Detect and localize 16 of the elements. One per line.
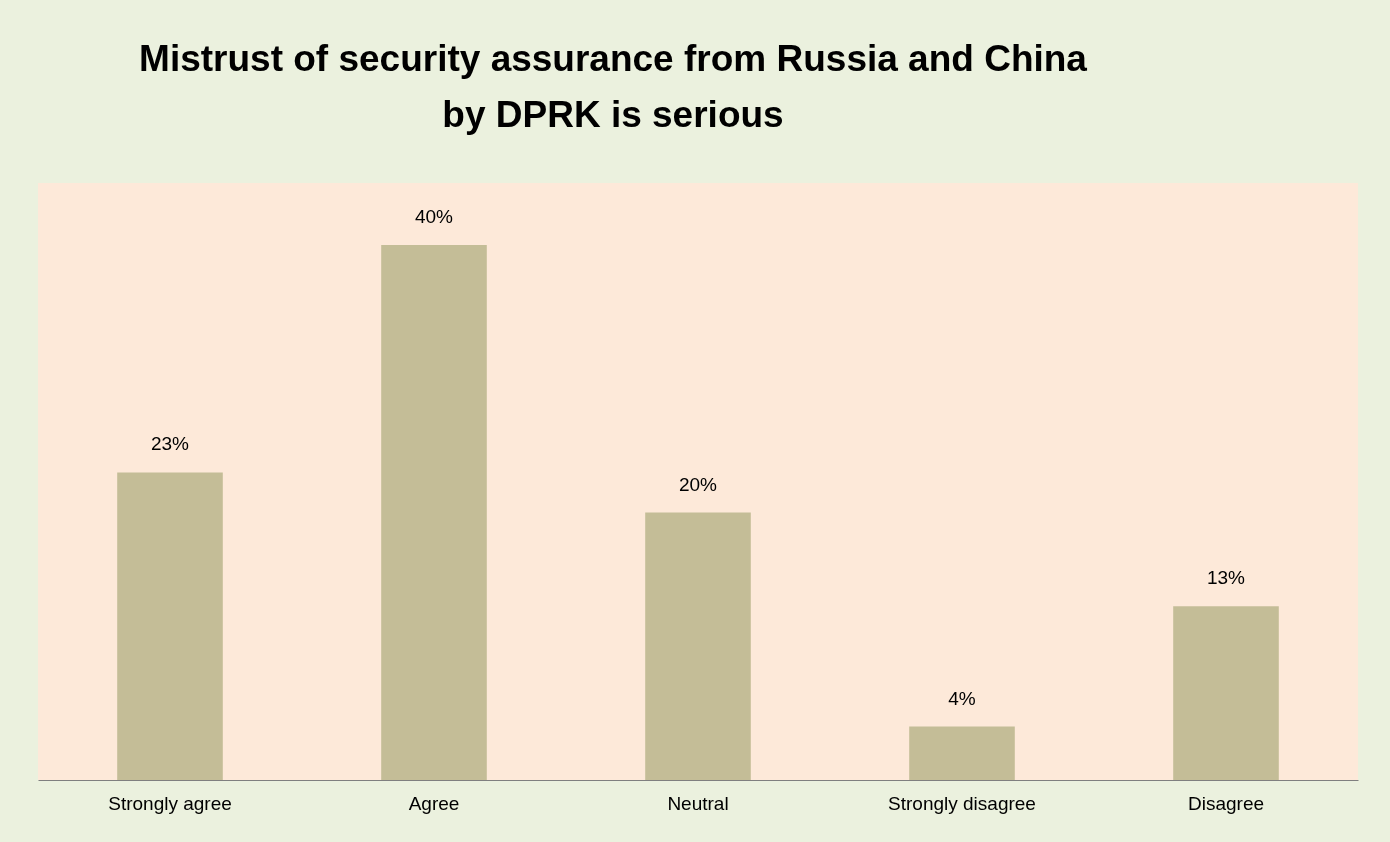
- bar: [1173, 606, 1279, 780]
- x-tick-label: Disagree: [1187, 792, 1265, 814]
- bar: [645, 512, 751, 780]
- data-label: 13%: [1206, 567, 1246, 589]
- x-tick-label: Strongly disagree: [888, 792, 1036, 814]
- x-tick-label: Neutral: [667, 792, 729, 814]
- x-tick-label: Strongly agree: [108, 792, 232, 814]
- data-label: 20%: [678, 473, 718, 495]
- chart-title: Mistrust of security assurance from Russia and China by DPRK is serious: [139, 38, 1088, 135]
- bar: [117, 472, 223, 780]
- bar: [381, 245, 487, 780]
- data-label: 40%: [414, 206, 454, 228]
- data-label: 23%: [150, 433, 190, 455]
- data-label: 4%: [948, 687, 976, 709]
- bar: [909, 726, 1015, 780]
- x-tick-label: Agree: [408, 792, 460, 814]
